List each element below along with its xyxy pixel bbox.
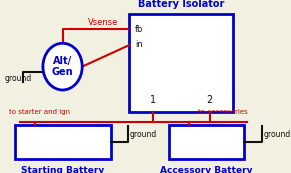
Text: ground: ground	[129, 130, 157, 139]
Text: Starting Battery: Starting Battery	[21, 166, 104, 173]
Text: Accessory Battery: Accessory Battery	[160, 166, 253, 173]
Text: Alt/
Gen: Alt/ Gen	[52, 56, 73, 77]
Text: 2: 2	[206, 95, 213, 105]
Text: to accessories: to accessories	[198, 109, 248, 115]
Bar	[129, 14, 233, 112]
Bar	[15, 125, 111, 159]
Text: ground: ground	[5, 74, 32, 83]
Text: fb: fb	[135, 25, 144, 34]
Text: ground: ground	[263, 130, 291, 139]
Text: Vsense: Vsense	[88, 18, 118, 27]
Bar	[169, 125, 244, 159]
Text: 1: 1	[150, 95, 156, 105]
Text: to starter and ign: to starter and ign	[9, 109, 70, 115]
Ellipse shape	[43, 43, 82, 90]
Text: in: in	[135, 40, 143, 49]
Text: Battery Isolator: Battery Isolator	[138, 0, 224, 9]
